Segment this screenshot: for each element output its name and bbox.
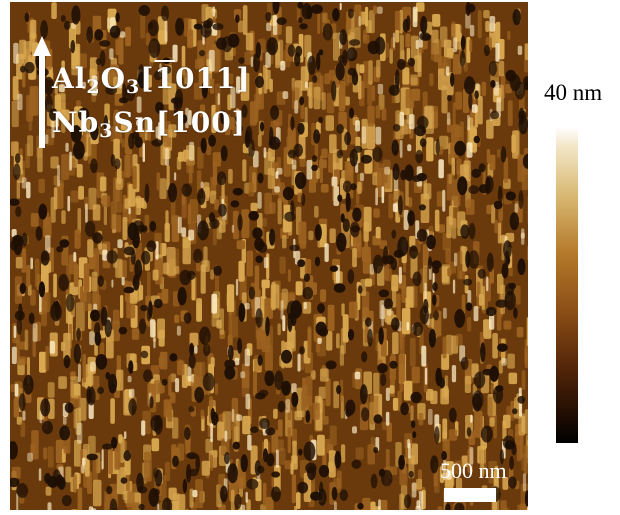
height-colorbar [556, 127, 578, 443]
afm-topography-image [10, 2, 528, 510]
scalebar-label: 500 nm [440, 458, 507, 483]
orientation-label-nb3sn: Nb3Sn[100] [52, 106, 246, 142]
orientation-label-sapphire: Al2O3[1011] [52, 62, 251, 98]
orientation-arrow-icon [33, 36, 51, 148]
afm-texture [10, 2, 528, 510]
scalebar-bar [444, 488, 496, 502]
colorbar-max-label: 40 nm [544, 80, 603, 105]
